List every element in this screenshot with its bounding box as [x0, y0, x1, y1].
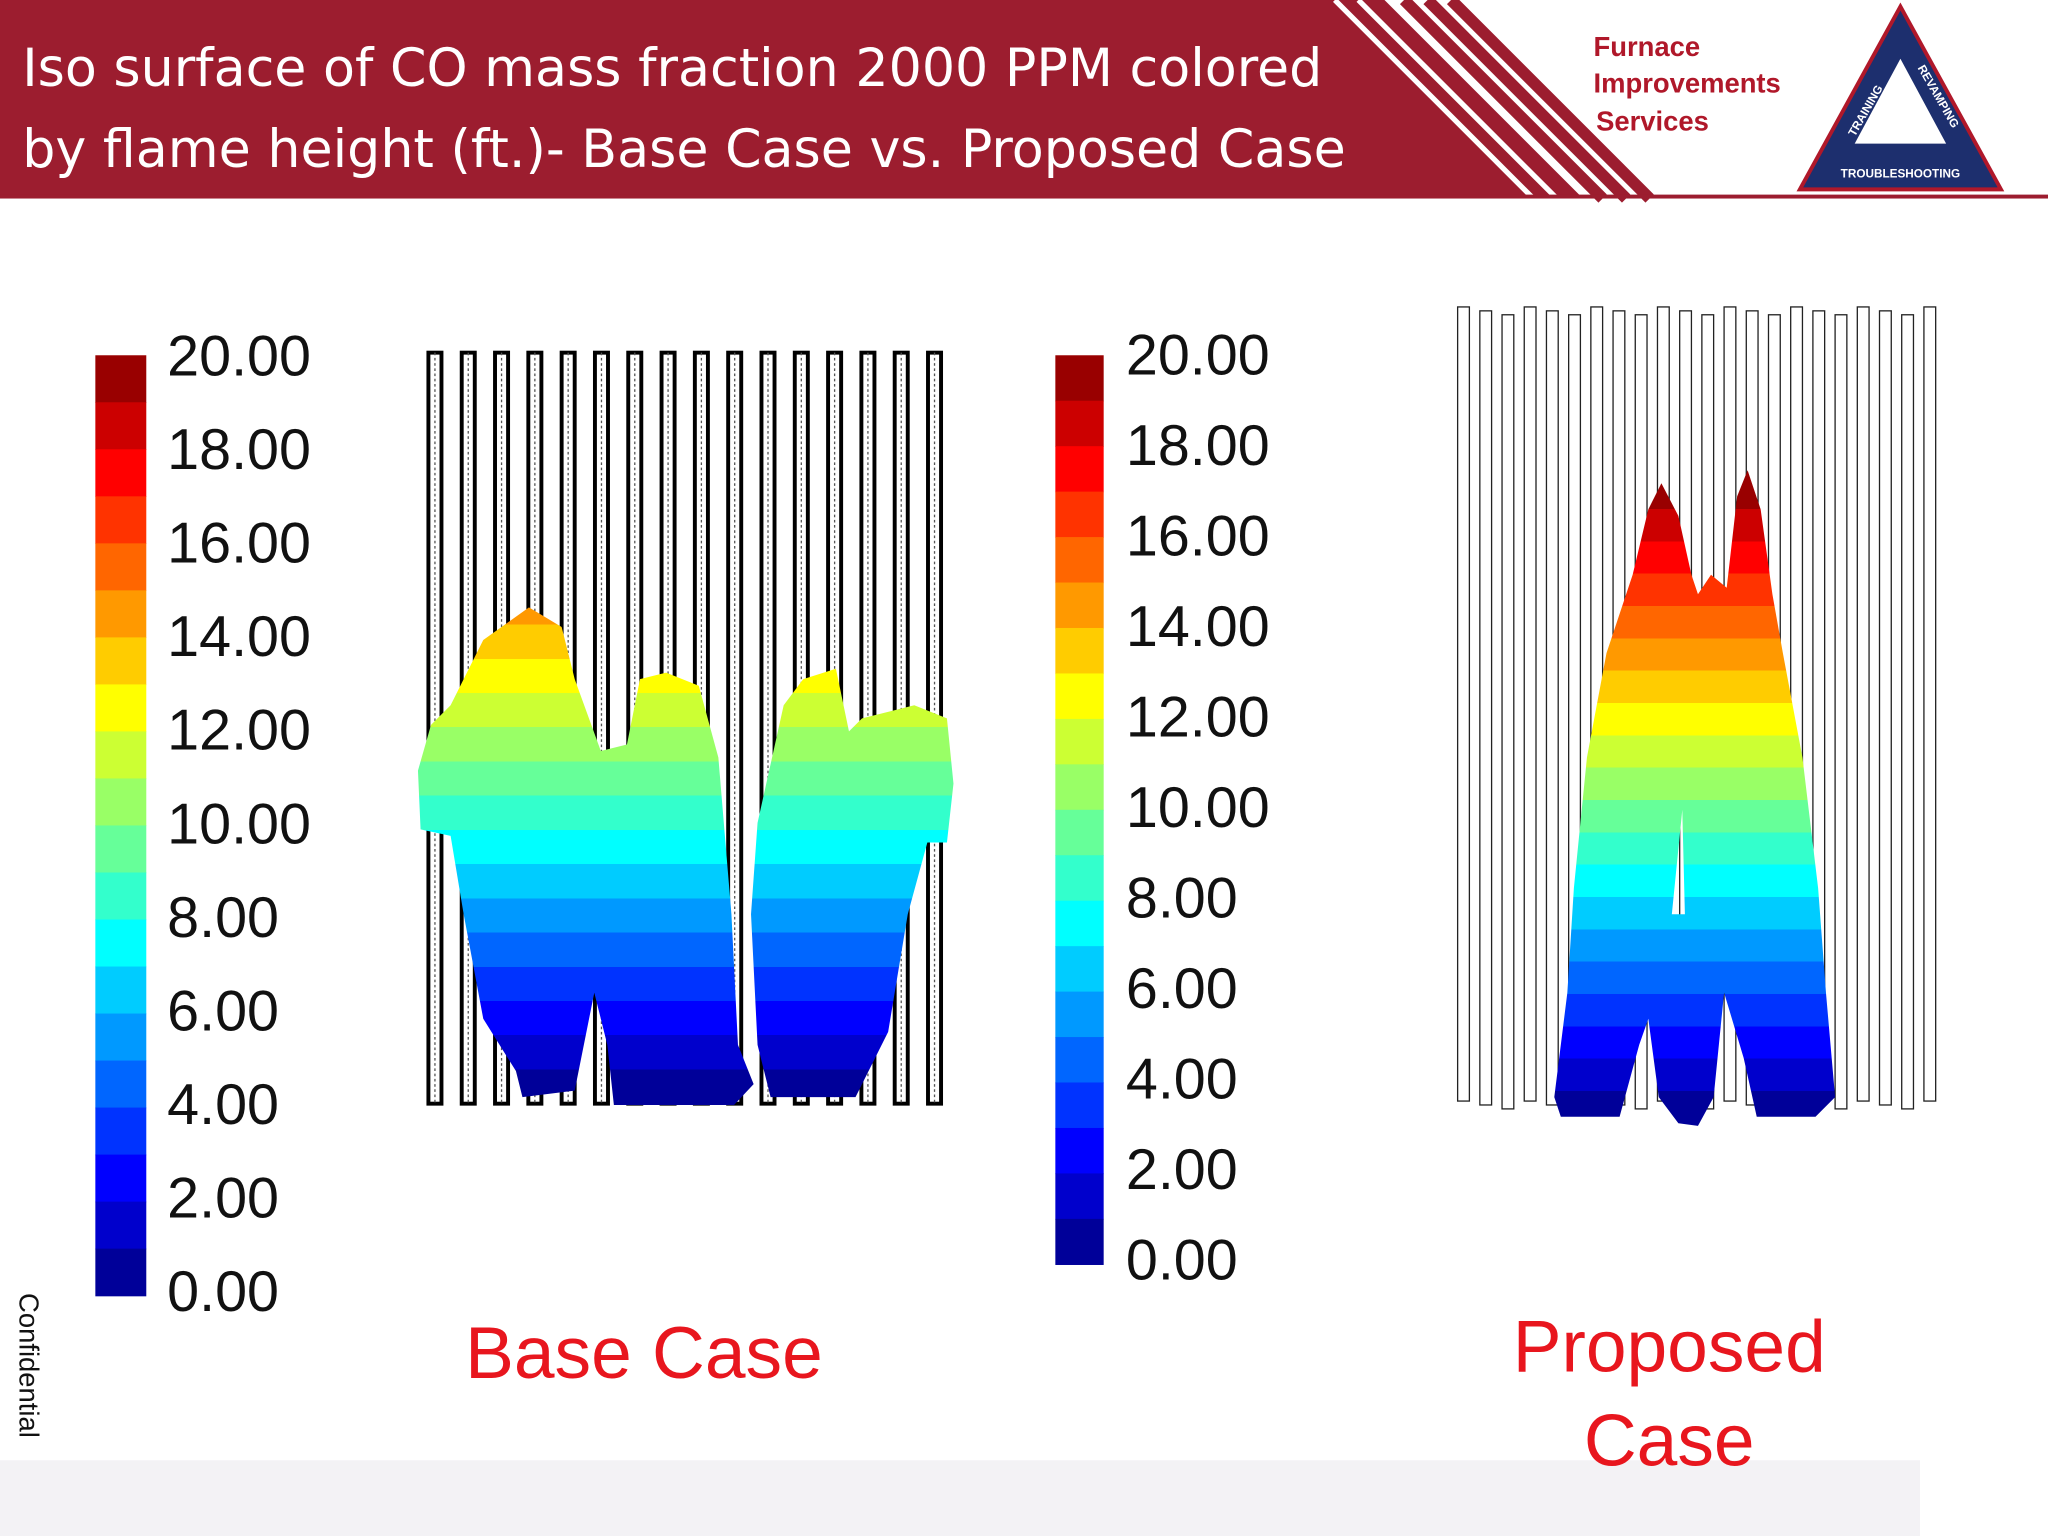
colorbar-band — [1055, 991, 1104, 1038]
colorbar-band — [1055, 537, 1104, 584]
caption: Proposed — [1513, 1306, 1826, 1387]
colorbar-band — [1055, 400, 1104, 447]
tube — [1923, 306, 1937, 1102]
colorbar-band — [95, 1201, 147, 1250]
colorbar-label: 8.00 — [167, 886, 279, 950]
colorbar-band — [95, 1013, 147, 1062]
proposed-flame — [1554, 470, 1836, 1126]
tube — [1878, 310, 1892, 1106]
tube — [1479, 310, 1493, 1106]
colorbar-band — [95, 496, 147, 544]
colorbar-band — [1055, 1082, 1104, 1129]
colorbar-band — [1055, 946, 1104, 993]
colorbar-label: 0.00 — [167, 1260, 279, 1324]
header: Iso surface of CO mass fraction 2000 PPM… — [0, 0, 2048, 203]
colorbar-label: 12.00 — [1126, 685, 1270, 749]
base-flame — [417, 607, 954, 1105]
colorbar-band — [1055, 673, 1104, 720]
caption: Case — [1584, 1400, 1755, 1481]
colorbar-label: 14.00 — [1126, 595, 1270, 659]
colorbar-band — [95, 543, 147, 592]
logo-text: Furnace — [1593, 31, 1700, 62]
colorbar-label: 8.00 — [1126, 866, 1238, 930]
tube — [1501, 314, 1515, 1110]
logo-text: Improvements — [1593, 68, 1780, 99]
colorbar-label: 2.00 — [1126, 1138, 1238, 1202]
colorbar-band — [1055, 1127, 1104, 1175]
colorbar-band — [95, 872, 147, 921]
colorbar-band — [95, 637, 147, 686]
tube — [1545, 310, 1559, 1106]
tube — [1523, 306, 1537, 1102]
colorbar-label: 14.00 — [167, 605, 311, 669]
colorbar-band — [95, 731, 147, 780]
colorbar-band — [95, 1060, 147, 1109]
colorbar-band — [1055, 446, 1104, 493]
colorbar-band — [1055, 1173, 1104, 1220]
footer-bar — [0, 1460, 1920, 1536]
colorbar-label: 10.00 — [167, 792, 311, 856]
colorbar-label: 12.00 — [167, 699, 311, 763]
tube — [1456, 306, 1471, 1102]
colorbar-label: 6.00 — [1126, 957, 1238, 1021]
colorbar-label: 18.00 — [167, 418, 311, 482]
colorbar-label: 20.00 — [167, 325, 311, 389]
logo-text: Services — [1596, 106, 1709, 137]
colorbar-band — [1055, 718, 1104, 765]
colorbar-label: 16.00 — [167, 512, 311, 576]
colorbar-band — [95, 684, 147, 733]
colorbar-label: 6.00 — [167, 979, 279, 1043]
caption: Base Case — [465, 1313, 823, 1394]
colorbar-band — [1055, 1218, 1104, 1265]
colorbar-label: 4.00 — [1126, 1047, 1238, 1111]
colorbar-band — [95, 919, 147, 968]
colorbar-band — [95, 1248, 147, 1297]
colorbar-band — [1055, 809, 1104, 856]
colorbar-band — [1055, 582, 1104, 629]
colorbar-band — [1055, 855, 1104, 902]
colorbar-label: 2.00 — [167, 1166, 279, 1230]
colorbar-band — [1055, 764, 1104, 811]
colorbar-band — [1055, 491, 1104, 538]
colorbar-band — [95, 355, 147, 403]
colorbar-label: 10.00 — [1126, 776, 1270, 840]
title-line: Iso surface of CO mass fraction 2000 PPM… — [22, 39, 1322, 99]
colorbar-band — [1055, 1037, 1104, 1084]
colorbar-band — [95, 966, 147, 1015]
logo-tri-text: TROUBLESHOOTING — [1841, 168, 1960, 181]
colorbar-label: 4.00 — [167, 1073, 279, 1137]
tube — [1901, 314, 1915, 1110]
title-line: by flame height (ft.)- Base Case vs. Pro… — [22, 120, 1346, 180]
colorbar-band — [1055, 900, 1104, 947]
side-note: Confidential — [14, 1293, 45, 1438]
colorbar-band — [95, 449, 147, 497]
tube — [1856, 306, 1870, 1102]
colorbars: 20.00 18.00 16.00 14.00 12.00 10.00 8.00 6.00 4.… — [95, 323, 1270, 1324]
colorbar-band — [95, 590, 147, 639]
colorbar-label: 18.00 — [1126, 414, 1270, 478]
colorbar-band — [95, 1107, 147, 1156]
colorbar-label: 20.00 — [1126, 323, 1270, 387]
colorbar-band — [95, 1154, 147, 1203]
colorbar-band — [95, 778, 147, 827]
colorbar-band — [1055, 627, 1104, 675]
tube — [1834, 314, 1848, 1110]
colorbar-label: 16.00 — [1126, 504, 1270, 568]
colorbar-band — [95, 825, 147, 874]
colorbar-band — [1055, 355, 1104, 402]
colorbar-band — [95, 402, 147, 450]
colorbar-label: 0.00 — [1126, 1228, 1238, 1292]
